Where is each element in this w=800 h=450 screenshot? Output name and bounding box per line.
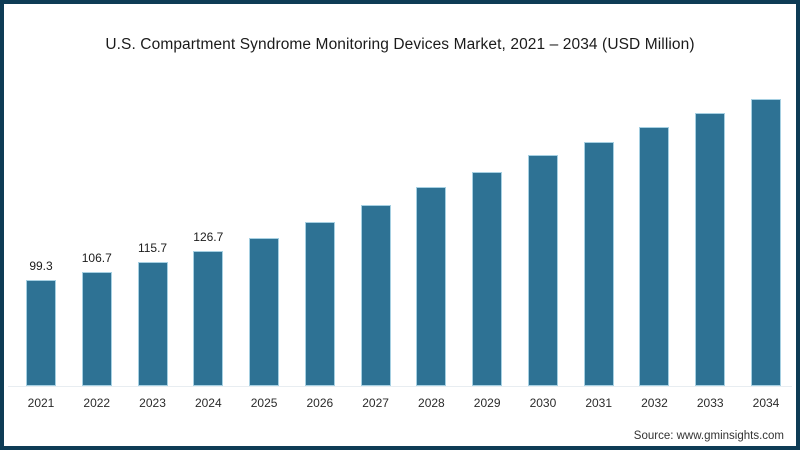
- bar-2029: [472, 172, 503, 386]
- x-tick-2028: 2028: [418, 396, 445, 410]
- value-label-2023: 115.7: [137, 241, 168, 255]
- value-label-2024: 126.7: [193, 230, 224, 244]
- x-tick-2034: 2034: [752, 396, 780, 410]
- x-tick-2024: 2024: [194, 396, 222, 410]
- bar-2021: [26, 280, 56, 386]
- x-tick-2029: 2029: [473, 396, 501, 410]
- source-attribution: Source: www.gminsights.com: [633, 430, 784, 442]
- x-tick-2031: 2031: [585, 396, 613, 410]
- bar-2032: [639, 127, 670, 386]
- bar-2028: [416, 187, 447, 386]
- bar-2026: [304, 222, 335, 386]
- bar-2022: [81, 272, 112, 386]
- bar-2024: [193, 251, 224, 386]
- bar-2025: [249, 238, 280, 386]
- x-tick-2025: 2025: [250, 396, 278, 410]
- bar-2027: [360, 205, 391, 386]
- x-tick-2026: 2026: [306, 396, 334, 410]
- x-tick-2032: 2032: [641, 396, 668, 410]
- x-tick-2030: 2030: [529, 396, 557, 410]
- bar-2033: [695, 113, 726, 386]
- x-tick-2027: 2027: [362, 396, 389, 410]
- x-tick-2023: 2023: [139, 396, 166, 410]
- x-axis-baseline: [8, 386, 792, 387]
- bar-2031: [583, 142, 614, 386]
- value-label-2021: 99.3: [29, 259, 53, 273]
- chart-title: U.S. Compartment Syndrome Monitoring Dev…: [105, 36, 695, 53]
- bar-2023: [137, 262, 168, 386]
- bar-2030: [527, 155, 558, 386]
- x-tick-2021: 2021: [27, 396, 55, 410]
- x-tick-2022: 2022: [83, 396, 111, 410]
- value-label-2022: 106.7: [81, 251, 112, 265]
- x-tick-2033: 2033: [696, 396, 724, 410]
- bar-2034: [751, 99, 781, 386]
